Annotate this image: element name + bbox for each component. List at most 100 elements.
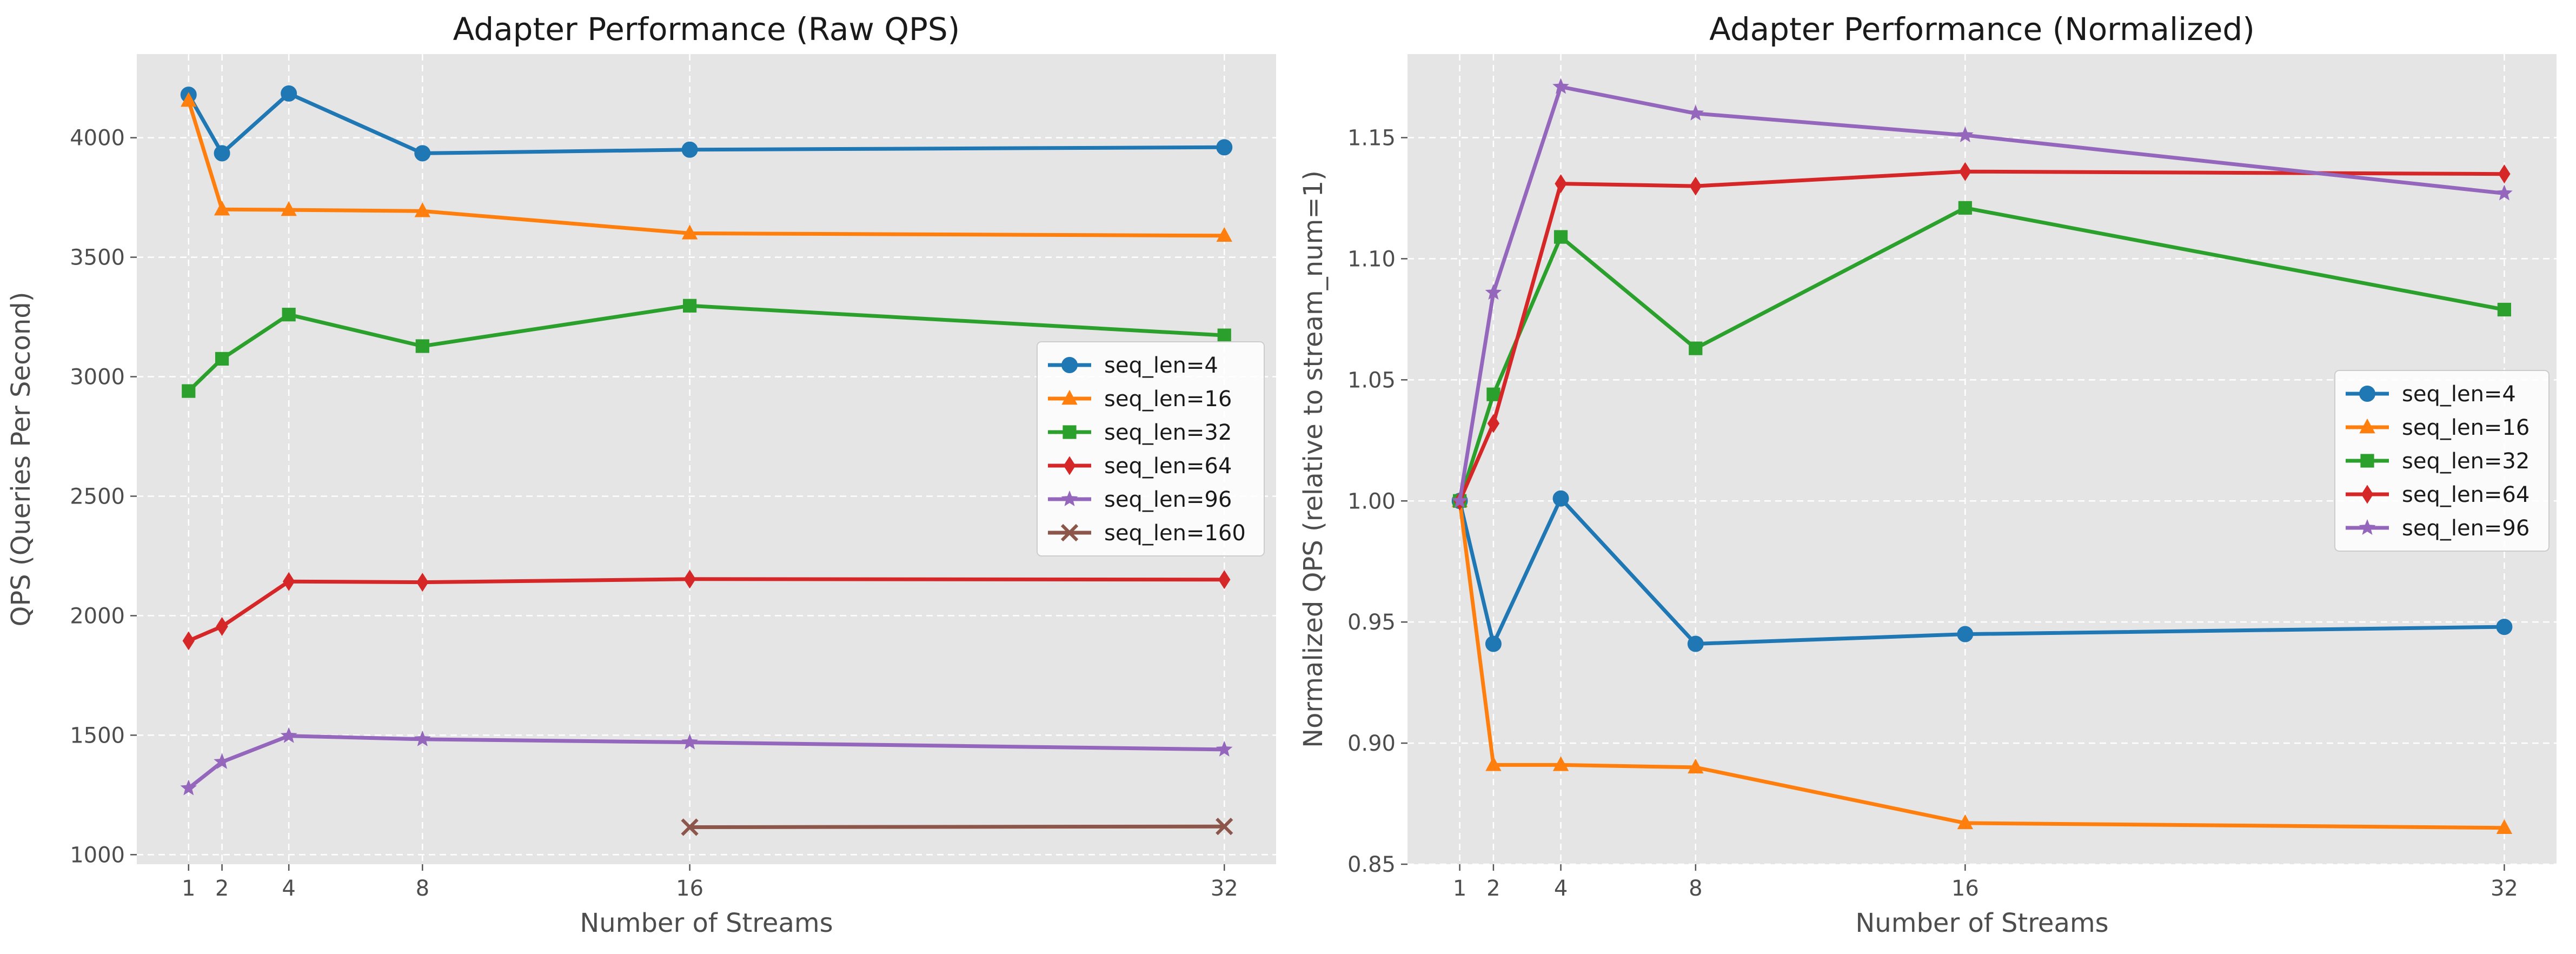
x-tick-label: 1 xyxy=(182,876,195,901)
y-tick-label: 0.95 xyxy=(1347,610,1396,635)
data-point xyxy=(181,92,197,107)
data-point xyxy=(1552,756,1569,771)
data-point xyxy=(414,202,430,217)
data-point xyxy=(214,753,230,769)
y-tick-label: 3000 xyxy=(70,365,125,390)
legend-label: seq_len=4 xyxy=(1104,353,1218,378)
data-point xyxy=(681,818,699,836)
legend-marker xyxy=(2359,519,2376,535)
series-line xyxy=(187,100,1225,238)
data-point xyxy=(416,573,429,592)
series-seq-len-4 xyxy=(180,85,1233,162)
y-tick-label: 2500 xyxy=(70,484,125,509)
series-seq-len-160 xyxy=(681,818,1233,836)
chart-panel-1: 1 2 4 8 16 32 1000 1500 2000 2500 3000 3500 4000 Adap… xyxy=(6,11,1276,938)
y-tick-label: 1500 xyxy=(70,723,125,748)
legend-box xyxy=(1037,341,1265,556)
legend-marker xyxy=(2360,454,2374,468)
legend: seq_len=4 seq_len=16 seq_len=32 seq_len=64s… xyxy=(2334,370,2550,552)
y-tick-label: 0.85 xyxy=(1347,852,1396,877)
data-point xyxy=(1959,162,1971,181)
x-tick-label: 4 xyxy=(1554,876,1568,901)
y-tick-label: 1.15 xyxy=(1347,126,1396,151)
data-point xyxy=(1552,490,1569,507)
legend-marker xyxy=(1063,425,1077,439)
x-tick-label: 2 xyxy=(1486,876,1500,901)
data-point xyxy=(216,617,228,636)
legend-label: seq_len=96 xyxy=(1104,487,1232,512)
data-point xyxy=(280,727,297,743)
y-tick-label: 1.05 xyxy=(1347,368,1396,393)
legend-label: seq_len=96 xyxy=(2402,516,2529,541)
data-point xyxy=(683,299,697,313)
x-tick-label: 8 xyxy=(416,876,429,901)
series-seq-len-16 xyxy=(181,92,1232,242)
legend-marker xyxy=(1063,456,1076,475)
data-point xyxy=(1689,341,1703,355)
series-line xyxy=(187,734,1225,790)
y-axis-label: QPS (Queries Per Second) xyxy=(6,292,36,627)
series-line xyxy=(1458,496,2505,646)
legend-item: seq_len=4 xyxy=(1048,353,1218,378)
data-point xyxy=(1218,570,1231,589)
data-point xyxy=(1687,635,1704,652)
series-line xyxy=(1458,85,2505,501)
series-seq-len-16 xyxy=(1451,492,2513,834)
y-tick-label: 0.90 xyxy=(1347,731,1396,756)
y-axis-label: Normalized QPS (relative to stream_num=1… xyxy=(1298,170,1329,748)
legend-label: seq_len=4 xyxy=(2402,382,2516,407)
data-point xyxy=(2497,302,2512,317)
series-line xyxy=(1458,500,2505,830)
legend-marker xyxy=(2361,485,2374,504)
series-seq-len-64 xyxy=(1453,162,2511,511)
data-point xyxy=(2496,184,2513,201)
data-point xyxy=(1451,492,1468,508)
legend-marker xyxy=(2359,386,2375,402)
data-point xyxy=(681,141,698,158)
data-point xyxy=(1216,139,1233,156)
data-point xyxy=(1216,740,1233,757)
data-point xyxy=(214,201,230,216)
y-tick-label: 1.10 xyxy=(1347,247,1396,271)
legend-label: seq_len=160 xyxy=(1104,521,1246,546)
data-point xyxy=(1485,284,1502,300)
x-axis-label: Number of Streams xyxy=(580,908,833,938)
data-point xyxy=(1688,758,1704,774)
x-tick-label: 16 xyxy=(676,876,703,901)
data-point xyxy=(2496,819,2513,834)
x-tick-label: 16 xyxy=(1951,876,1979,901)
data-point xyxy=(1553,230,1568,244)
data-point xyxy=(1485,756,1502,771)
chart-panel-2: 1 2 4 8 16 32 0.85 0.90 0.95 1.00 1.05 1.10 1.15 Adap… xyxy=(1298,11,2557,938)
data-point xyxy=(681,224,698,240)
legend-marker xyxy=(1061,357,1078,373)
legend-marker xyxy=(2359,418,2375,434)
legend-box xyxy=(2334,370,2550,552)
y-tick-label: 1.00 xyxy=(1347,489,1396,514)
data-point xyxy=(1487,414,1500,433)
y-tick-label: 1000 xyxy=(70,843,125,867)
legend-marker xyxy=(1061,490,1078,506)
data-point xyxy=(683,569,696,589)
series-seq-len-96 xyxy=(1451,78,2513,508)
data-point xyxy=(415,339,429,353)
legend-label: seq_len=16 xyxy=(1104,387,1232,412)
series-seq-len-32 xyxy=(182,299,1231,398)
legend-item: seq_len=96 xyxy=(1048,487,1232,512)
legend-marker xyxy=(1061,389,1078,405)
chart-title: Adapter Performance (Normalized) xyxy=(1709,11,2255,48)
data-point xyxy=(681,733,698,750)
legend-marker xyxy=(1060,524,1079,542)
data-point xyxy=(1957,626,1974,642)
data-point xyxy=(182,384,196,398)
data-point xyxy=(414,145,431,162)
legend-item: seq_len=32 xyxy=(2346,449,2529,474)
series-line xyxy=(188,577,1225,643)
data-point xyxy=(1957,814,1974,830)
series-line xyxy=(1458,206,2505,502)
data-point xyxy=(214,145,230,162)
data-point xyxy=(281,201,297,216)
legend-label: seq_len=16 xyxy=(2402,415,2529,440)
data-point xyxy=(1486,387,1501,401)
